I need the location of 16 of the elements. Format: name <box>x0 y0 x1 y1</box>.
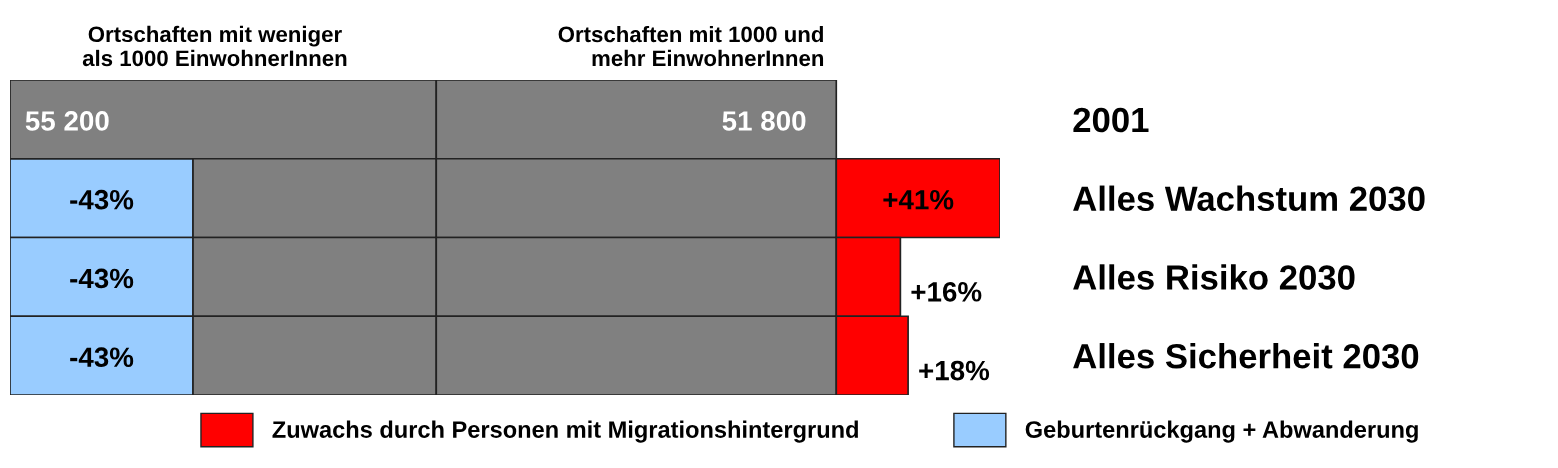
annotation: +18% <box>919 360 990 381</box>
annotation: -43% <box>70 189 134 210</box>
y-tick-label: Alles Risiko 2030 <box>1073 264 1355 290</box>
y-tick-label: Alles Wachstum 2030 <box>1073 185 1425 212</box>
text: Ortschaften mit weniger als 1000 EinwohnerInnen <box>82 25 347 67</box>
data-label: 55 200 <box>25 111 109 131</box>
data-label: 51 800 <box>722 111 806 131</box>
legend-label: Zuwachs durch Personen mit Migrationshintergrund <box>272 420 858 443</box>
annotation: +16% <box>911 281 982 302</box>
y-tick-label: 2001 <box>1073 107 1149 133</box>
text: Ortschaften mit 1000 und mehr EinwohnerInnen <box>558 25 824 67</box>
legend-label: Geburtenrückgang + Abwanderung <box>1025 420 1418 443</box>
annotation: -43% <box>70 268 134 289</box>
y-tick-label: Alles Sicherheit 2030 <box>1073 343 1419 369</box>
annotation: +41% <box>883 189 954 210</box>
annotation: -43% <box>70 347 134 368</box>
